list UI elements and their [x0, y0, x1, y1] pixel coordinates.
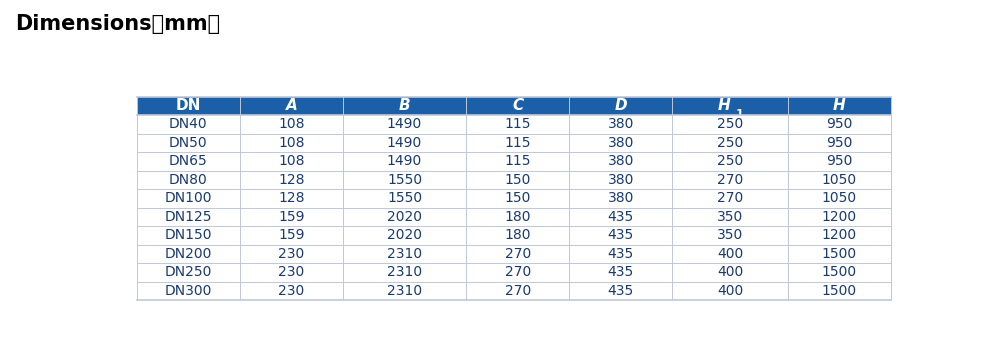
Text: A: A — [286, 98, 297, 114]
Text: 230: 230 — [278, 284, 305, 298]
Text: 950: 950 — [826, 117, 852, 131]
Text: 380: 380 — [608, 154, 634, 168]
Text: 250: 250 — [717, 136, 743, 150]
Text: 108: 108 — [278, 154, 305, 168]
Text: B: B — [399, 98, 410, 114]
Text: 250: 250 — [717, 117, 743, 131]
Text: 2310: 2310 — [387, 284, 422, 298]
Text: 270: 270 — [505, 265, 531, 279]
Bar — [137, 170, 891, 189]
Text: 2310: 2310 — [387, 247, 422, 261]
Text: 950: 950 — [826, 154, 852, 168]
Text: 270: 270 — [717, 191, 743, 205]
Text: 270: 270 — [717, 173, 743, 187]
Text: 270: 270 — [505, 247, 531, 261]
Bar — [137, 115, 891, 134]
Bar — [137, 263, 891, 282]
Text: 1050: 1050 — [822, 173, 857, 187]
Text: 2310: 2310 — [387, 265, 422, 279]
Text: DN50: DN50 — [169, 136, 208, 150]
Text: 400: 400 — [717, 247, 743, 261]
Text: 1200: 1200 — [822, 210, 857, 224]
Bar — [137, 97, 891, 115]
Bar — [137, 208, 891, 226]
Bar — [137, 152, 891, 170]
Text: 150: 150 — [504, 173, 531, 187]
Text: DN250: DN250 — [165, 265, 212, 279]
Text: DN200: DN200 — [165, 247, 212, 261]
Text: 2020: 2020 — [387, 210, 422, 224]
Text: 1490: 1490 — [387, 154, 422, 168]
Text: 2020: 2020 — [387, 228, 422, 242]
Text: 1490: 1490 — [387, 136, 422, 150]
Text: 159: 159 — [278, 210, 305, 224]
Text: 108: 108 — [278, 117, 305, 131]
Text: 1550: 1550 — [387, 173, 422, 187]
Text: 435: 435 — [608, 284, 634, 298]
Text: D: D — [615, 98, 627, 114]
Text: 400: 400 — [717, 284, 743, 298]
Text: 1500: 1500 — [822, 284, 857, 298]
Text: 115: 115 — [504, 136, 531, 150]
Text: DN100: DN100 — [164, 191, 212, 205]
Text: 1500: 1500 — [822, 247, 857, 261]
Text: 435: 435 — [608, 210, 634, 224]
Text: 1200: 1200 — [822, 228, 857, 242]
Text: 128: 128 — [278, 191, 305, 205]
Text: 350: 350 — [717, 228, 743, 242]
Text: 950: 950 — [826, 136, 852, 150]
Text: 230: 230 — [278, 265, 305, 279]
Text: 159: 159 — [278, 228, 305, 242]
Text: 1550: 1550 — [387, 191, 422, 205]
Text: 150: 150 — [504, 191, 531, 205]
Text: 380: 380 — [608, 191, 634, 205]
Text: 435: 435 — [608, 228, 634, 242]
Text: 380: 380 — [608, 173, 634, 187]
Text: 1050: 1050 — [822, 191, 857, 205]
Text: 435: 435 — [608, 265, 634, 279]
Text: DN150: DN150 — [164, 228, 212, 242]
Text: 400: 400 — [717, 265, 743, 279]
Text: 435: 435 — [608, 247, 634, 261]
Bar — [137, 189, 891, 208]
Text: 350: 350 — [717, 210, 743, 224]
Text: 115: 115 — [504, 154, 531, 168]
Bar — [137, 134, 891, 152]
Text: 380: 380 — [608, 136, 634, 150]
Text: DN125: DN125 — [164, 210, 212, 224]
Text: 1: 1 — [735, 109, 743, 119]
Text: 115: 115 — [504, 117, 531, 131]
Text: 1500: 1500 — [822, 265, 857, 279]
Text: 180: 180 — [504, 228, 531, 242]
Text: H: H — [833, 98, 845, 114]
Text: 230: 230 — [278, 247, 305, 261]
Bar — [137, 245, 891, 263]
Text: H: H — [717, 98, 730, 114]
Text: 380: 380 — [608, 117, 634, 131]
Bar — [137, 226, 891, 245]
Text: Dimensions（mm）: Dimensions（mm） — [15, 14, 220, 34]
Text: DN65: DN65 — [169, 154, 208, 168]
Text: DN300: DN300 — [165, 284, 212, 298]
Text: C: C — [512, 98, 523, 114]
Text: DN40: DN40 — [169, 117, 208, 131]
Text: 108: 108 — [278, 136, 305, 150]
Text: 180: 180 — [504, 210, 531, 224]
Text: 1490: 1490 — [387, 117, 422, 131]
Text: 270: 270 — [505, 284, 531, 298]
Text: DN80: DN80 — [169, 173, 208, 187]
Text: DN: DN — [176, 98, 201, 114]
Text: 250: 250 — [717, 154, 743, 168]
Text: 128: 128 — [278, 173, 305, 187]
Bar — [137, 282, 891, 300]
